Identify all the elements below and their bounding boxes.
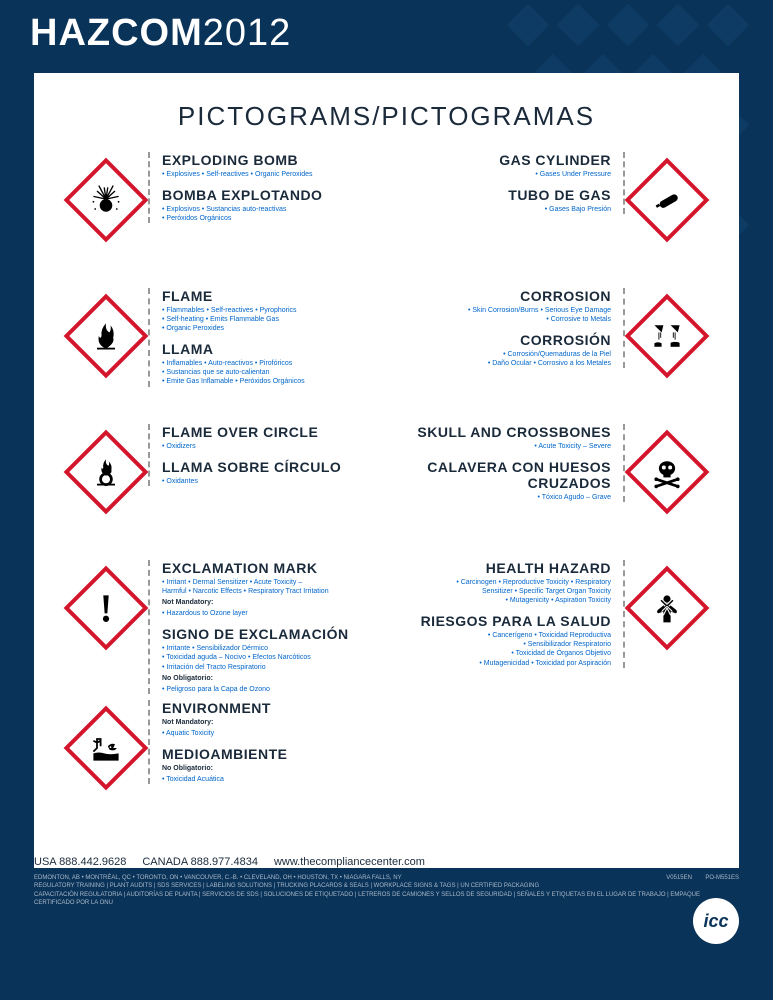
footer-code2: PO-M551ES (705, 875, 739, 881)
pictogram-name-es: MEDIOAMBIENTE (162, 746, 367, 762)
pictogram-text: ENVIRONMENT Not Mandatory: • Aquatic Tox… (148, 700, 379, 784)
pictogram-grid: EXPLODING BOMB • Explosives • Self-react… (64, 152, 709, 830)
flame-icon (64, 294, 148, 378)
corrosion-icon (625, 294, 709, 378)
pictogram-desc-en: • Acute Toxicity – Severe (407, 442, 612, 451)
pictogram-name-en: FLAME OVER CIRCLE (162, 424, 367, 440)
exclamation-icon (64, 566, 148, 650)
pictogram-desc-es: • Irritante • Sensibilizador Dérmico• To… (162, 644, 367, 671)
pictogram-text: HEALTH HAZARD • Carcinogen • Reproductiv… (395, 560, 626, 668)
pictogram-desc-en: • Flammables • Self-reactives • Pyrophor… (162, 306, 367, 333)
pictogram-flame: FLAME • Flammables • Self-reactives • Py… (64, 288, 387, 418)
pictogram-gas-cylinder: GAS CYLINDER • Gases Under Pressure TUBO… (387, 152, 710, 282)
header-title: HAZCOM2012 (0, 0, 773, 73)
pictogram-name-en: CORROSION (407, 288, 612, 304)
page: HAZCOM2012 PICTOGRAMS/PICTOGRAMAS EXPLOD… (0, 0, 773, 1000)
pictogram-text: GAS CYLINDER • Gases Under Pressure TUBO… (395, 152, 626, 214)
pictogram-health: HEALTH HAZARD • Carcinogen • Reproductiv… (387, 560, 710, 694)
contact-usa: USA 888.442.9628 (34, 856, 126, 868)
pictogram-desc-en: • Oxidizers (162, 442, 367, 451)
pictogram-flame-circle: FLAME OVER CIRCLE • Oxidizers LLAMA SOBR… (64, 424, 387, 554)
pictogram-name-en: SKULL AND CROSSBONES (407, 424, 612, 440)
pictogram-name-es: RIESGOS PARA LA SALUD (407, 613, 612, 629)
pictogram-row: FLAME OVER CIRCLE • Oxidizers LLAMA SOBR… (64, 424, 709, 554)
pictogram-desc-en: • Carcinogen • Reproductive Toxicity • R… (407, 578, 612, 605)
pictogram-row: EXPLODING BOMB • Explosives • Self-react… (64, 152, 709, 282)
title-bold: HAZCOM (30, 12, 203, 54)
pictogram-skull: SKULL AND CROSSBONES • Acute Toxicity – … (387, 424, 710, 554)
pictogram-text: CORROSION • Skin Corrosion/Burns • Serio… (395, 288, 626, 368)
footer-code1: V0515EN (666, 875, 692, 881)
title-light: 2012 (203, 12, 292, 54)
pictogram-text: EXPLODING BOMB • Explosives • Self-react… (148, 152, 379, 223)
pictogram-name-es: TUBO DE GAS (407, 187, 612, 203)
section-title: PICTOGRAMS/PICTOGRAMAS (64, 101, 709, 132)
pictogram-desc-en: • Irritant • Dermal Sensitizer • Acute T… (162, 578, 367, 596)
pictogram-name-en: FLAME (162, 288, 367, 304)
pictogram-desc-es: • Cancerígeno • Toxicidad Reproductiva• … (407, 631, 612, 667)
pictogram-row: ENVIRONMENT Not Mandatory: • Aquatic Tox… (64, 700, 709, 830)
pictogram-desc-es: • Toxicidad Acuática (162, 775, 367, 784)
pictogram-name-es: LLAMA SOBRE CÍRCULO (162, 459, 367, 475)
pictogram-desc-es: • Explosivos • Sustancias auto-reactivas… (162, 205, 367, 223)
pictogram-name-en: GAS CYLINDER (407, 152, 612, 168)
pictogram-name-en: EXCLAMATION MARK (162, 560, 367, 576)
pictogram-desc-es: • Oxidantes (162, 477, 367, 486)
pictogram-desc-es: • Corrosión/Quemaduras de la Piel• Daño … (407, 350, 612, 368)
contact-bar: USA 888.442.9628 CANADA 888.977.4834 www… (34, 846, 739, 868)
pictogram-name-es: CORROSIÓN (407, 332, 612, 348)
pictogram-environment: ENVIRONMENT Not Mandatory: • Aquatic Tox… (64, 700, 387, 830)
pictogram-name-en: HEALTH HAZARD (407, 560, 612, 576)
pictogram-text: SKULL AND CROSSBONES • Acute Toxicity – … (395, 424, 626, 502)
pictogram-name-en: ENVIRONMENT (162, 700, 367, 716)
footer-line3: CAPACITACIÓN REGULATORIA | AUDITORÍAS DE… (34, 891, 739, 908)
pictogram-desc-en: • Aquatic Toxicity (162, 729, 367, 738)
icc-logo: icc (693, 898, 739, 944)
pictogram-exploding-bomb: EXPLODING BOMB • Explosives • Self-react… (64, 152, 387, 282)
main-panel: PICTOGRAMS/PICTOGRAMAS EXPLODING BOMB • … (34, 73, 739, 846)
pictogram-name-es: CALAVERA CON HUESOS CRUZADOS (407, 459, 612, 491)
contact-canada: CANADA 888.977.4834 (142, 856, 258, 868)
pictogram-desc-es: • Gases Bajo Presión (407, 205, 612, 214)
skull-icon (625, 430, 709, 514)
contact-web: www.thecompliancecenter.com (274, 856, 425, 868)
footer-cities: EDMONTON, AB • MONTRÉAL, QC • TORONTO, O… (34, 874, 402, 882)
footer-line2: REGULATORY TRAINING | PLANT AUDITS | SDS… (34, 882, 739, 890)
flame-circle-icon (64, 430, 148, 514)
pictogram-text: EXCLAMATION MARK • Irritant • Dermal Sen… (148, 560, 379, 694)
pictogram-desc-en: • Gases Under Pressure (407, 170, 612, 179)
pictogram-text: FLAME • Flammables • Self-reactives • Py… (148, 288, 379, 387)
footer: EDMONTON, AB • MONTRÉAL, QC • TORONTO, O… (0, 868, 773, 914)
health-icon (625, 566, 709, 650)
pictogram-name-es: SIGNO DE EXCLAMACIÓN (162, 626, 367, 642)
gas-cylinder-icon (625, 158, 709, 242)
pictogram-exclamation: EXCLAMATION MARK • Irritant • Dermal Sen… (64, 560, 387, 694)
exploding-bomb-icon (64, 158, 148, 242)
pictogram-name-en: EXPLODING BOMB (162, 152, 367, 168)
pictogram-row: EXCLAMATION MARK • Irritant • Dermal Sen… (64, 560, 709, 694)
pictogram-desc-es: • Tóxico Agudo – Grave (407, 493, 612, 502)
environment-icon (64, 706, 148, 790)
pictogram-text: FLAME OVER CIRCLE • Oxidizers LLAMA SOBR… (148, 424, 379, 486)
pictogram-desc-en: • Explosives • Self-reactives • Organic … (162, 170, 367, 179)
pictogram-name-es: BOMBA EXPLOTANDO (162, 187, 367, 203)
pictogram-desc-es: • Inflamables • Auto-reactivos • Pirofór… (162, 359, 367, 386)
pictogram-name-es: LLAMA (162, 341, 367, 357)
pictogram-row: FLAME • Flammables • Self-reactives • Py… (64, 288, 709, 418)
pictogram-corrosion: CORROSION • Skin Corrosion/Burns • Serio… (387, 288, 710, 418)
pictogram-desc-en: • Skin Corrosion/Burns • Serious Eye Dam… (407, 306, 612, 324)
